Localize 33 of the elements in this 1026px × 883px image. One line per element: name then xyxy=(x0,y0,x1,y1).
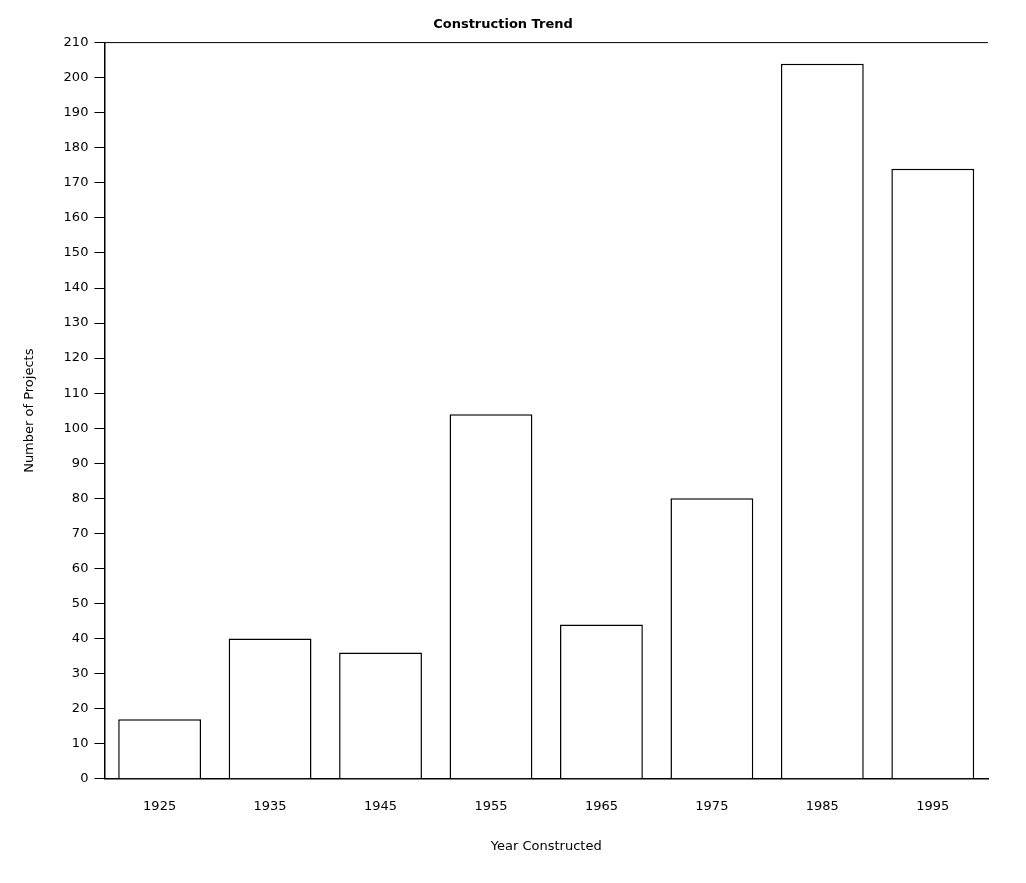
y-tick-label: 180 xyxy=(63,139,89,155)
y-tick-label: 140 xyxy=(63,279,89,295)
y-tick-label: 200 xyxy=(63,69,89,85)
x-axis-title: Year Constructed xyxy=(489,837,602,853)
y-tick-label: 190 xyxy=(63,104,89,120)
x-tick-label: 1945 xyxy=(363,797,398,813)
x-tick-label: 1965 xyxy=(584,797,618,813)
y-tick-label: 150 xyxy=(63,244,89,260)
y-tick-label: 160 xyxy=(63,209,89,225)
y-tick-label: 130 xyxy=(63,314,89,330)
x-tick-label: 1995 xyxy=(916,797,950,813)
y-tick-label: 10 xyxy=(71,735,89,751)
y-tick-label: 100 xyxy=(63,419,89,435)
chart-title: Construction Trend xyxy=(433,16,573,32)
y-tick-label: 40 xyxy=(71,629,89,645)
y-tick-label: 170 xyxy=(63,174,89,190)
y-tick-label: 20 xyxy=(71,700,89,716)
y-tick-label: 110 xyxy=(63,384,89,400)
y-axis-title: Number of Projects xyxy=(21,348,37,473)
y-tick-label: 120 xyxy=(63,349,89,365)
y-tick-label: 0 xyxy=(80,770,89,786)
y-tick-label: 30 xyxy=(71,665,89,680)
x-tick-label: 1985 xyxy=(805,797,839,813)
x-tick-label: 1925 xyxy=(143,797,177,813)
y-tick-label: 60 xyxy=(71,559,89,575)
y-tick-label: 50 xyxy=(71,594,89,610)
y-tick-label: 80 xyxy=(71,489,89,505)
x-tick-label: 1955 xyxy=(474,797,508,813)
y-tick-label: 70 xyxy=(71,524,89,540)
x-tick-label: 1975 xyxy=(695,797,729,813)
y-tick-label: 90 xyxy=(71,454,89,470)
y-tick-label: 210 xyxy=(63,33,89,49)
x-tick-label: 1935 xyxy=(253,797,287,813)
